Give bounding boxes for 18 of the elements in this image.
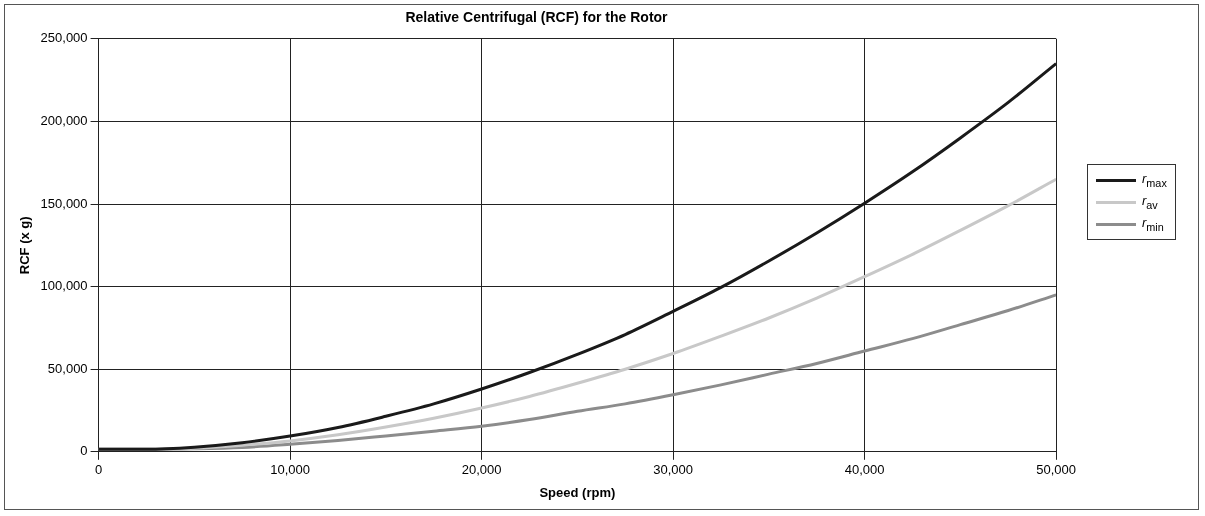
x-axis-title: Speed (rpm) [539,484,616,500]
x-tick-label: 30,000 [653,462,693,478]
x-tick-label: 20,000 [461,462,502,478]
y-axis-title: RCF (x g) [17,216,33,275]
legend-label: r$_{av}$ [1142,193,1158,211]
x-tick-label: 10,000 [270,462,310,478]
y-tick-label: 250,000 [40,30,88,46]
y-tick-label: 100,000 [40,278,88,294]
y-tick-label: 200,000 [40,112,88,128]
y-tick-label: 50,000 [47,360,88,376]
chart-title: Relative Centrifugal (RCF) for the Rotor [405,9,669,26]
legend-label: r$_{max}$ [1142,171,1167,189]
x-tick-label: 40,000 [844,462,885,478]
y-tick-label: 0 [80,443,88,459]
y-tick-label: 150,000 [40,195,88,211]
x-tick-label: 50,000 [1036,462,1076,478]
legend-label: r$_{min}$ [1142,215,1164,233]
x-tick-label: 0 [94,462,103,478]
